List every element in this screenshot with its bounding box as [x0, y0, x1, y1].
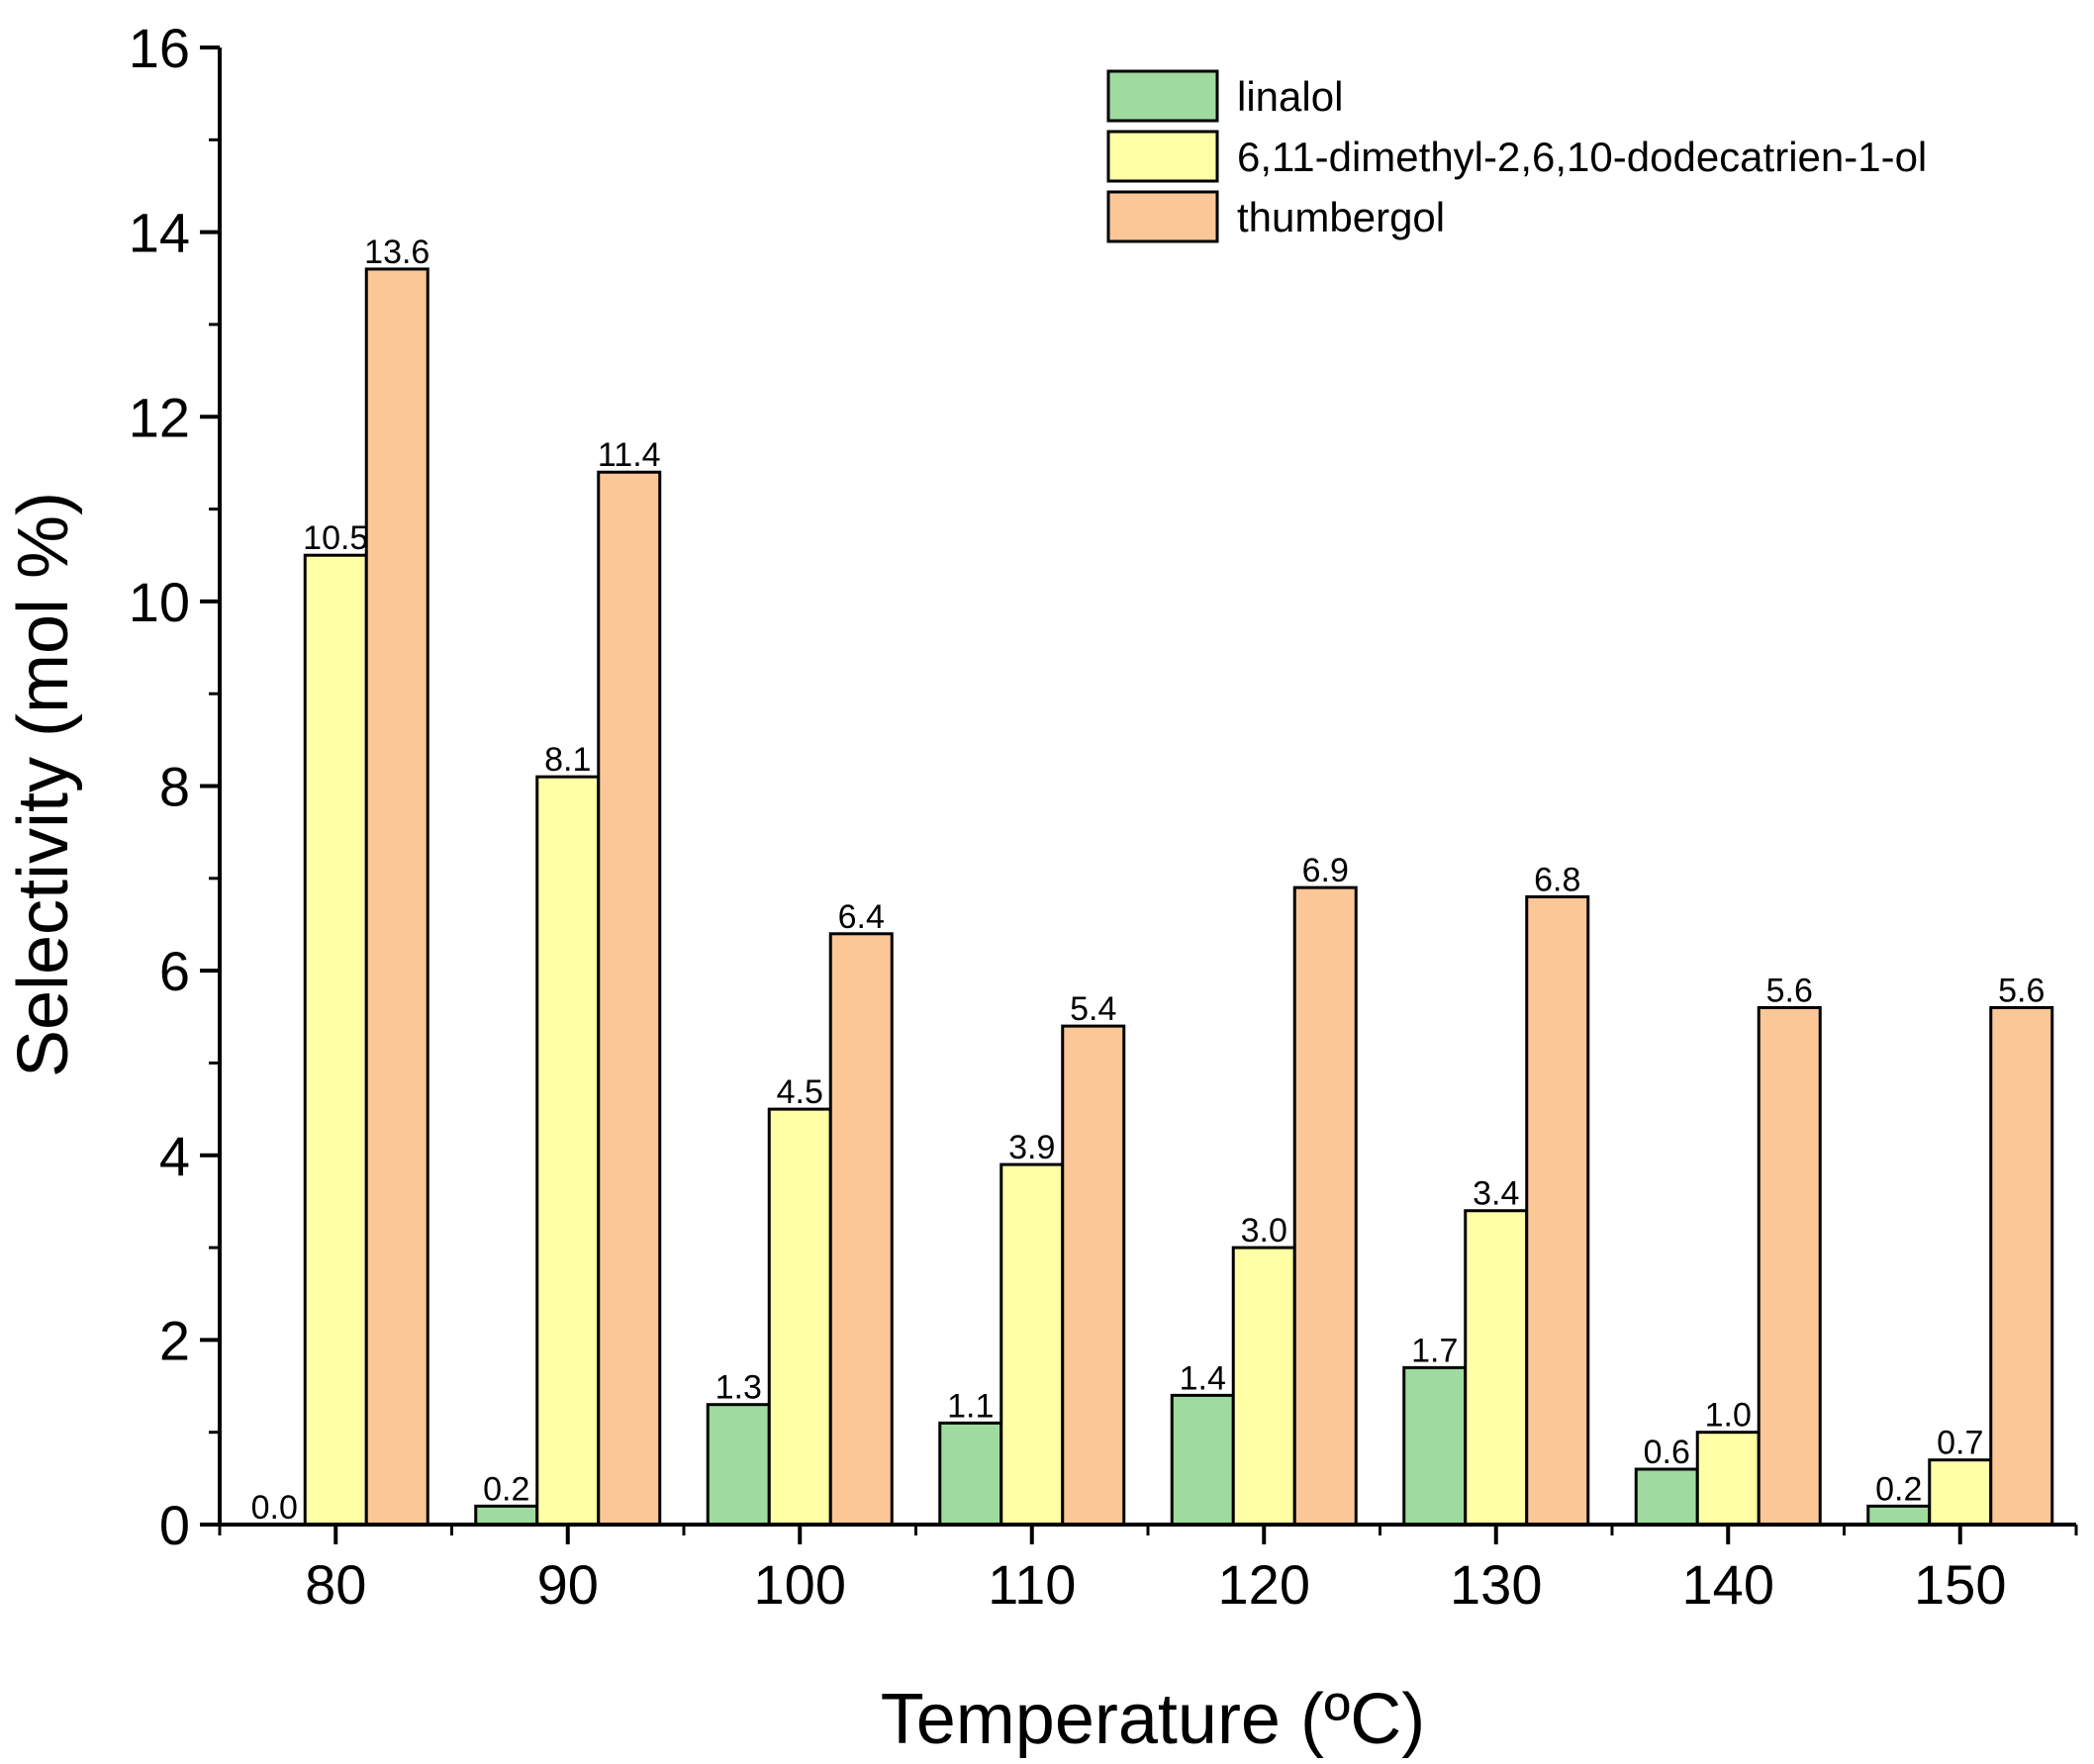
- legend-swatch-1: [1106, 69, 1219, 123]
- x-tick-label-90: 90: [537, 1553, 599, 1616]
- y-tick-label-0: 0: [159, 1494, 190, 1556]
- bar-2-130: [1464, 1209, 1529, 1527]
- bar-3-90: [597, 470, 662, 1527]
- bar-2-110: [999, 1162, 1065, 1527]
- bar-1-150: [1866, 1504, 1932, 1527]
- bar-3-130: [1525, 894, 1590, 1527]
- y-tick-label-14: 14: [129, 202, 190, 264]
- data-label-1-140: 0.6: [1644, 1434, 1690, 1471]
- ticks-layer: 0 2 4 6 8 10 12 14 16 80 90 100 110 120 130 140 150: [129, 17, 2078, 1616]
- data-label-1-120: 1.4: [1180, 1359, 1226, 1397]
- y-tick-label-8: 8: [159, 756, 190, 818]
- bar-3-120: [1292, 885, 1358, 1527]
- bar-2-140: [1695, 1431, 1761, 1527]
- data-label-2-90: 8.1: [544, 741, 591, 779]
- data-label-1-80: 0.0: [251, 1489, 298, 1527]
- y-tick-label-12: 12: [129, 386, 190, 448]
- y-tick-label-4: 4: [159, 1125, 190, 1187]
- data-label-1-130: 1.7: [1411, 1332, 1458, 1369]
- bar-2-150: [1928, 1458, 1993, 1527]
- bar-2-120: [1231, 1246, 1296, 1527]
- legend-swatch-3: [1106, 190, 1219, 243]
- data-label-3-90: 11.4: [598, 436, 661, 474]
- data-label-2-110: 3.9: [1008, 1129, 1055, 1166]
- data-label-1-90: 0.2: [483, 1470, 529, 1508]
- bar-1-140: [1634, 1467, 1699, 1527]
- bar-1-130: [1402, 1365, 1468, 1527]
- bar-3-110: [1061, 1024, 1126, 1527]
- bar-3-80: [364, 267, 429, 1527]
- data-label-3-110: 5.4: [1070, 990, 1116, 1028]
- data-label-1-100: 1.3: [715, 1369, 762, 1407]
- y-tick-label-10: 10: [129, 571, 190, 633]
- data-label-2-140: 1.0: [1705, 1397, 1752, 1435]
- data-label-1-110: 1.1: [947, 1387, 994, 1425]
- data-label-3-140: 5.6: [1766, 972, 1813, 1009]
- x-tick-label-140: 140: [1682, 1553, 1774, 1616]
- bar-2-90: [535, 775, 601, 1527]
- data-label-2-130: 3.4: [1473, 1175, 1519, 1213]
- y-axis-title: Selectivity (mol %): [4, 492, 83, 1077]
- y-tick-label-2: 2: [159, 1309, 190, 1371]
- y-tick-label-16: 16: [129, 17, 190, 79]
- data-label-3-130: 6.8: [1534, 861, 1580, 898]
- x-tick-label-100: 100: [754, 1553, 846, 1616]
- bars-layer: [303, 267, 2054, 1527]
- legend-label-3: thumbergol: [1237, 194, 1445, 240]
- bar-1-120: [1170, 1393, 1235, 1527]
- labels-layer: 0.0 10.5 13.6 0.2 8.1 11.4 1.3 4.5 6.4 1.1 3.9 5.4 1…: [251, 233, 2046, 1527]
- bar-2-100: [767, 1107, 832, 1527]
- x-axis-title: Temperature (ºC): [881, 1680, 1425, 1759]
- legend: linalol 6,11-dimethyl-2,6,10-dodecatrien-…: [1106, 69, 1927, 243]
- x-tick-label-120: 120: [1218, 1553, 1310, 1616]
- data-label-2-100: 4.5: [777, 1073, 823, 1111]
- bar-1-100: [706, 1403, 771, 1527]
- legend-swatch-2: [1106, 130, 1219, 183]
- x-tick-label-110: 110: [988, 1553, 1076, 1616]
- data-label-3-80: 13.6: [364, 233, 429, 271]
- bar-1-90: [474, 1504, 539, 1527]
- x-tick-label-150: 150: [1914, 1553, 2006, 1616]
- bar-2-80: [303, 553, 368, 1527]
- data-label-3-100: 6.4: [838, 898, 885, 936]
- bar-3-100: [828, 932, 894, 1527]
- legend-label-1: linalol: [1237, 73, 1343, 120]
- data-label-2-150: 0.7: [1937, 1425, 1983, 1462]
- x-tick-label-80: 80: [305, 1553, 366, 1616]
- data-label-2-80: 10.5: [303, 519, 368, 557]
- data-label-2-120: 3.0: [1241, 1212, 1287, 1250]
- data-label-3-120: 6.9: [1302, 852, 1349, 889]
- y-tick-label-6: 6: [159, 940, 190, 1002]
- legend-label-2: 6,11-dimethyl-2,6,10-dodecatrien-1-ol: [1237, 134, 1927, 180]
- bar-3-140: [1757, 1005, 1822, 1527]
- bar-1-110: [938, 1421, 1003, 1527]
- data-label-3-150: 5.6: [1998, 972, 2045, 1009]
- x-tick-label-130: 130: [1450, 1553, 1542, 1616]
- data-label-1-150: 0.2: [1875, 1470, 1922, 1508]
- bar-3-150: [1989, 1005, 2054, 1527]
